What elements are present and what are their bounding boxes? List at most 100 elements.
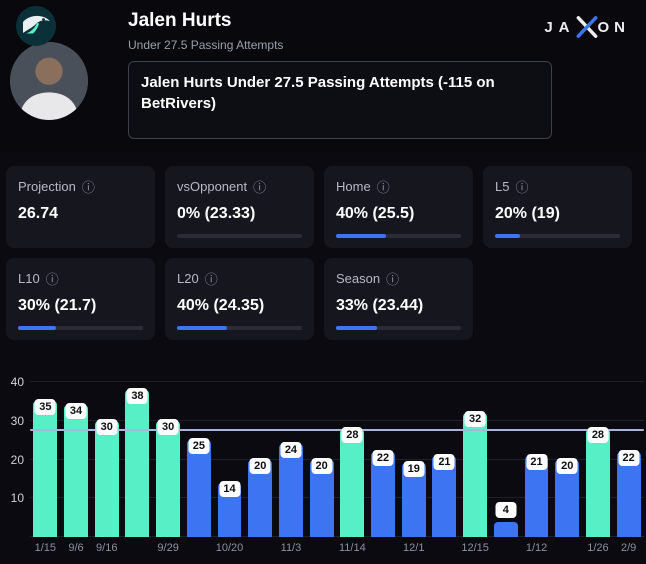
bar-value-badge: 4 (495, 501, 517, 518)
progress-track (336, 326, 461, 330)
bar-slot: 30 9/29 (153, 382, 184, 554)
progress-track (495, 234, 620, 238)
card-label: L10 (18, 271, 40, 286)
header: Jalen Hurts Under 27.5 Passing Attempts … (0, 0, 646, 152)
bet-description-text: Jalen Hurts Under 27.5 Passing Attempts … (141, 73, 495, 112)
info-icon[interactable]: ⓘ (386, 272, 400, 287)
bar-slot: 20 (552, 382, 583, 537)
brand-text-right: ON (597, 18, 630, 36)
x-axis-label: 9/6 (68, 542, 84, 554)
bar-slot: 24 11/3 (276, 382, 307, 554)
progress-fill (336, 234, 386, 238)
game-bar[interactable] (309, 459, 334, 537)
y-axis-label: 10 (10, 491, 24, 506)
x-axis-label: 12/1 (403, 542, 425, 554)
game-bar[interactable] (493, 521, 518, 537)
game-bar[interactable] (401, 463, 426, 537)
prop-line (30, 429, 644, 432)
card-vsopponent: vsOpponent ⓘ 0% (23.33) (165, 166, 314, 248)
x-axis-label: 2/9 (620, 542, 637, 554)
gridline (30, 497, 644, 499)
progress-track (336, 234, 461, 238)
progress-track (177, 326, 302, 330)
gridline (30, 458, 644, 460)
progress-fill (18, 326, 56, 330)
game-bar[interactable] (156, 420, 181, 537)
brand-x-icon (576, 16, 597, 38)
card-value: 30% (21.7) (18, 297, 97, 314)
bar-value-badge: 21 (526, 453, 548, 470)
brand-text-left: JA (544, 18, 576, 36)
stats-cards: Projection ⓘ 26.74 vsOpponent ⓘ 0% (23.33)… (0, 152, 646, 340)
info-icon[interactable]: ⓘ (376, 180, 390, 195)
card-label: Home (336, 179, 371, 194)
progress-fill (177, 326, 227, 330)
bar-value-badge: 19 (403, 461, 425, 478)
card-season: Season ⓘ 33% (23.44) (324, 258, 473, 340)
bar-value-badge: 20 (311, 457, 333, 474)
bar-value-badge: 14 (219, 480, 241, 497)
game-bar[interactable] (125, 389, 150, 537)
bar-slot: 34 9/6 (61, 382, 92, 554)
bar-value-badge: 30 (96, 418, 118, 435)
card-value: 33% (23.44) (336, 297, 424, 314)
card-label: Projection (18, 179, 76, 194)
bar-slot: 20 (306, 382, 337, 537)
bar-value-badge: 22 (372, 449, 394, 466)
bar-slot: 35 1/15 (30, 382, 61, 554)
progress-fill (495, 234, 520, 238)
game-bar[interactable] (432, 455, 457, 537)
bar-value-badge: 20 (556, 457, 578, 474)
eagles-team-logo-icon (16, 6, 56, 46)
game-bar[interactable] (64, 405, 88, 537)
bar-slot: 21 1/12 (521, 382, 552, 554)
bar-slot: 20 (245, 382, 276, 537)
game-bar[interactable] (463, 413, 488, 537)
card-l20: L20 ⓘ 40% (24.35) (165, 258, 314, 340)
game-bar[interactable] (248, 459, 273, 537)
x-axis-label: 1/15 (34, 542, 57, 554)
x-axis-label: 12/15 (461, 542, 489, 554)
bar-slot: 22 (368, 382, 399, 537)
bar-slot: 30 9/16 (91, 382, 122, 554)
passing-attempts-chart: 10 20 30 40 35 1/15 34 9/6 30 9/16 38 30 9/29 25 14 10/… (0, 356, 646, 558)
game-bar[interactable] (340, 428, 365, 537)
info-icon[interactable]: ⓘ (45, 272, 59, 287)
gridline (30, 419, 644, 421)
y-axis-label: 20 (10, 452, 24, 467)
info-icon[interactable]: ⓘ (204, 272, 218, 287)
game-bar[interactable] (33, 401, 58, 537)
info-icon[interactable]: ⓘ (81, 180, 95, 195)
bar-value-badge: 22 (618, 449, 640, 466)
bar-value-badge: 38 (126, 387, 148, 404)
game-bar[interactable] (585, 428, 610, 537)
card-projection: Projection ⓘ 26.74 (6, 166, 155, 248)
bar-slot: 21 (429, 382, 460, 537)
bar-slot: 22 2/9 (613, 382, 644, 554)
bar-value-badge: 35 (34, 399, 56, 416)
game-bar[interactable] (186, 440, 211, 537)
game-bar[interactable] (278, 444, 303, 537)
progress-fill (336, 326, 378, 330)
x-axis-label: 1/26 (587, 542, 609, 554)
bar-slot: 28 1/26 (583, 382, 614, 554)
game-bar[interactable] (524, 455, 549, 537)
game-bar[interactable] (371, 451, 395, 537)
info-icon[interactable]: ⓘ (253, 180, 267, 195)
x-axis-label: 1/12 (525, 542, 548, 554)
card-value: 40% (25.5) (336, 205, 415, 222)
game-bar[interactable] (555, 459, 580, 537)
card-value: 26.74 (18, 205, 59, 222)
game-bar[interactable] (616, 451, 641, 537)
game-bar[interactable] (94, 420, 119, 537)
bar-value-badge: 20 (249, 457, 271, 474)
card-label: L20 (177, 271, 199, 286)
bar-value-badge: 21 (433, 453, 455, 470)
x-axis-label: 9/16 (96, 542, 118, 554)
info-icon[interactable]: ⓘ (515, 180, 529, 195)
gridline (30, 381, 644, 382)
progress-track (177, 234, 302, 238)
bar-value-badge: 34 (65, 403, 87, 420)
bar-slot: 25 (184, 382, 215, 537)
card-value: 20% (19) (495, 205, 560, 222)
